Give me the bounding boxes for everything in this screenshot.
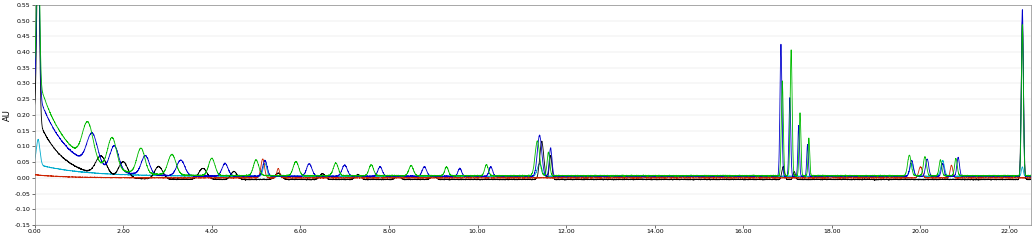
Y-axis label: AU: AU: [3, 109, 11, 121]
